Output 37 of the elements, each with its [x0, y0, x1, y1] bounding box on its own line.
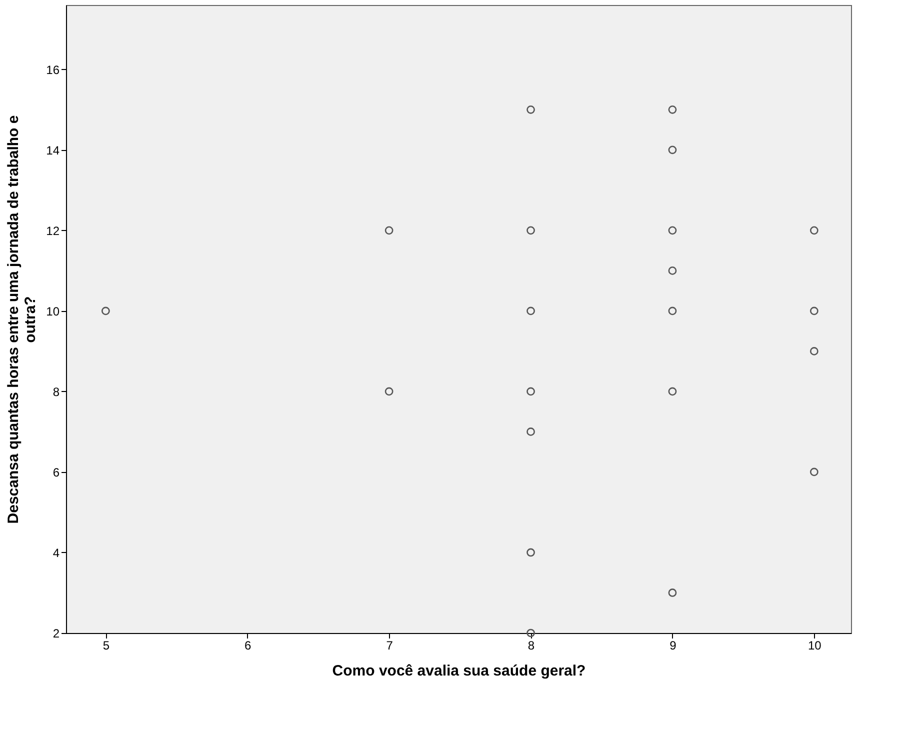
point [810, 468, 818, 476]
y-tick-label: 14 [46, 143, 60, 158]
point [101, 306, 110, 316]
y-tick-label: 10 [46, 304, 60, 318]
x-tick-label: 7 [386, 638, 394, 652]
y-tick-label: 12 [46, 224, 60, 238]
point [810, 306, 818, 316]
x-tick-label: 10 [808, 638, 822, 652]
y-tick-label: 8 [52, 384, 60, 399]
point [526, 548, 535, 557]
x-tick-label: 5 [102, 638, 110, 652]
point [810, 226, 818, 235]
point [526, 306, 535, 316]
point [668, 226, 677, 235]
point [526, 428, 535, 436]
point [384, 387, 394, 396]
point [526, 387, 535, 396]
x-tick-label: 6 [244, 638, 252, 652]
point [526, 226, 535, 235]
y-tick-label: 2 [52, 626, 60, 640]
point [668, 387, 677, 396]
point [668, 588, 677, 597]
point [810, 347, 818, 356]
point [526, 628, 535, 638]
x-tick-label: 8 [528, 638, 535, 652]
x-axis-title: Como você avalia sua saúde geral? [332, 662, 586, 680]
point [384, 226, 394, 235]
y-axis-title: Descansa quantas horas entre uma jornada de trabalho e outra? [5, 115, 40, 524]
point [668, 105, 677, 114]
point [526, 105, 535, 114]
x-tick-label: 9 [670, 638, 677, 652]
y-tick-label: 4 [52, 546, 60, 560]
y-tick-label: 16 [46, 62, 60, 77]
point [668, 266, 677, 275]
point [668, 146, 677, 154]
y-tick-label: 6 [52, 465, 60, 480]
point [668, 306, 677, 316]
